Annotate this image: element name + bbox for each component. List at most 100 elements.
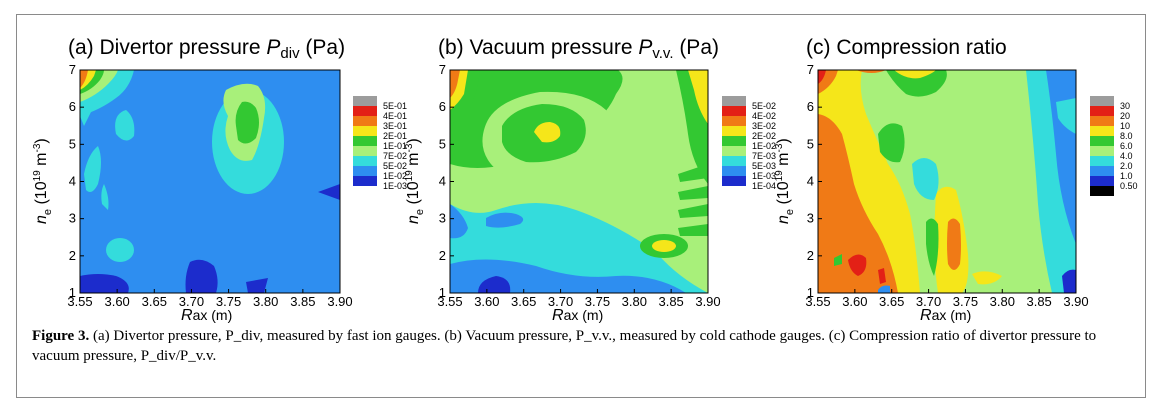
- colorbar-swatch: [353, 176, 377, 186]
- panel-c-contour-plot: [818, 70, 1076, 293]
- colorbar-swatch: [353, 96, 377, 106]
- colorbar-level-label: 1E-01: [383, 141, 407, 151]
- x-tick-label: 3.80: [622, 294, 647, 309]
- panel-b-title: (b) Vacuum pressure Pv.v. (Pa): [438, 36, 719, 62]
- x-tick-label: 3.85: [290, 294, 315, 309]
- y-tick-label: 5: [807, 136, 814, 151]
- colorbar-swatch: [1090, 186, 1114, 196]
- y-tick-label: 4: [69, 174, 76, 189]
- x-tick-label: 3.90: [327, 294, 352, 309]
- colorbar-level-label: 8.0: [1120, 131, 1133, 141]
- colorbar-level-label: 5E-02: [752, 101, 776, 111]
- colorbar-swatch: [353, 166, 377, 176]
- colorbar-level-label: 5E-02: [383, 161, 407, 171]
- panel-c-y-ticks: 1 2 3 4 5 6 7: [807, 62, 822, 300]
- caption-label: Figure 3.: [32, 328, 90, 344]
- y-tick-label: 3: [807, 211, 814, 226]
- x-tick-label: 3.65: [142, 294, 167, 309]
- colorbar-swatch: [1090, 156, 1114, 166]
- colorbar-level-label: 5E-01: [383, 101, 407, 111]
- panel-a: (a) Divertor pressure Pdiv (Pa) 3.55 3.60…: [32, 36, 407, 324]
- x-tick-label: 3.60: [842, 294, 867, 309]
- colorbar-swatch: [722, 146, 746, 156]
- y-tick-label: 7: [807, 62, 814, 77]
- x-tick-label: 3.75: [585, 294, 610, 309]
- colorbar-swatch: [353, 146, 377, 156]
- colorbar-level-label: 2E-01: [383, 131, 407, 141]
- x-tick-label: 3.55: [805, 294, 830, 309]
- colorbar-level-label: 3E-02: [752, 121, 776, 131]
- x-tick-label: 3.80: [990, 294, 1015, 309]
- colorbar-level-label: 4.0: [1120, 151, 1133, 161]
- panel-c: (c) Compression ratio 3.55 3: [774, 36, 1138, 324]
- colorbar-swatch: [1090, 96, 1114, 106]
- x-tick-label: 3.70: [916, 294, 941, 309]
- panel-a-y-ticks: 1 2 3 4 5 6 7: [69, 62, 84, 300]
- y-tick-label: 7: [439, 62, 446, 77]
- x-tick-label: 3.75: [953, 294, 978, 309]
- panel-c-title: (c) Compression ratio: [806, 36, 1007, 59]
- svg-text:ne (1019 m-3): ne (1019 m-3): [774, 138, 796, 224]
- colorbar-swatch: [353, 106, 377, 116]
- colorbar-swatch: [1090, 136, 1114, 146]
- colorbar-level-label: 20: [1120, 111, 1130, 121]
- figure-frame: [16, 14, 1146, 398]
- colorbar-level-label: 2.0: [1120, 161, 1133, 171]
- colorbar-level-label: 4E-02: [752, 111, 776, 121]
- panel-c-y-axis-label: ne (1019 m-3): [774, 138, 796, 224]
- x-tick-label: 3.85: [658, 294, 683, 309]
- y-tick-label: 5: [439, 136, 446, 151]
- y-tick-label: 1: [439, 285, 446, 300]
- colorbar-level-label: 3E-01: [383, 121, 407, 131]
- panel-b-x-axis-label: Rax (m): [552, 307, 603, 324]
- colorbar-level-label: 1.0: [1120, 171, 1133, 181]
- colorbar-swatch: [1090, 146, 1114, 156]
- colorbar-swatch: [353, 156, 377, 166]
- y-tick-label: 2: [439, 248, 446, 263]
- colorbar-swatch: [1090, 166, 1114, 176]
- panel-b-y-ticks: 1 2 3 4 5 6 7: [439, 62, 454, 300]
- svg-text:ne (1019 m-3): ne (1019 m-3): [32, 138, 54, 224]
- caption-text: (a) Divertor pressure, P_div, measured b…: [32, 328, 1097, 364]
- colorbar-level-label: 4E-01: [383, 111, 407, 121]
- x-tick-label: 3.65: [511, 294, 536, 309]
- x-tick-label: 3.70: [548, 294, 573, 309]
- y-tick-label: 1: [807, 285, 814, 300]
- colorbar-level-label: 1E-04: [752, 181, 776, 191]
- colorbar-swatch: [353, 116, 377, 126]
- colorbar-level-label: 1E-02: [752, 141, 776, 151]
- y-tick-label: 1: [69, 285, 76, 300]
- colorbar-level-label: 5E-03: [752, 161, 776, 171]
- panel-b-y-axis-label: ne (1019 m-3): [404, 138, 426, 224]
- colorbar-level-label: 1E-03: [383, 181, 407, 191]
- colorbar-swatch: [1090, 116, 1114, 126]
- y-tick-label: 2: [807, 248, 814, 263]
- panel-a-x-ticks: 3.55 3.60 3.65 3.70 3.75 3.80 3.85 3.90: [67, 289, 353, 309]
- colorbar-swatch: [722, 176, 746, 186]
- colorbar-level-label: 1E-03: [752, 171, 776, 181]
- figure-caption: Figure 3. (a) Divertor pressure, P_div, …: [32, 326, 1132, 366]
- x-tick-label: 3.80: [253, 294, 278, 309]
- y-tick-label: 6: [807, 99, 814, 114]
- panel-b-x-ticks: 3.55 3.60 3.65 3.70 3.75 3.80 3.85 3.90: [437, 289, 721, 309]
- y-tick-label: 4: [439, 174, 446, 189]
- colorbar-swatch: [722, 126, 746, 136]
- x-tick-label: 3.70: [179, 294, 204, 309]
- colorbar-level-label: 1E-02: [383, 171, 407, 181]
- x-tick-label: 3.60: [474, 294, 499, 309]
- colorbar-swatch: [722, 116, 746, 126]
- colorbar-swatch: [353, 136, 377, 146]
- panel-a-title: (a) Divertor pressure Pdiv (Pa): [68, 36, 345, 62]
- colorbar-swatch: [722, 136, 746, 146]
- colorbar-swatch: [722, 156, 746, 166]
- panel-b-contour-plot: [450, 70, 708, 293]
- y-tick-label: 5: [69, 136, 76, 151]
- colorbar-level-label: 6.0: [1120, 141, 1133, 151]
- colorbar-swatch: [1090, 106, 1114, 116]
- y-tick-label: 6: [69, 99, 76, 114]
- colorbar-swatch: [722, 106, 746, 116]
- figure-panels: (a) Divertor pressure Pdiv (Pa) 3.55 3.60…: [32, 36, 1138, 324]
- colorbar-level-label: 7E-03: [752, 151, 776, 161]
- colorbar-level-label: 10: [1120, 121, 1130, 131]
